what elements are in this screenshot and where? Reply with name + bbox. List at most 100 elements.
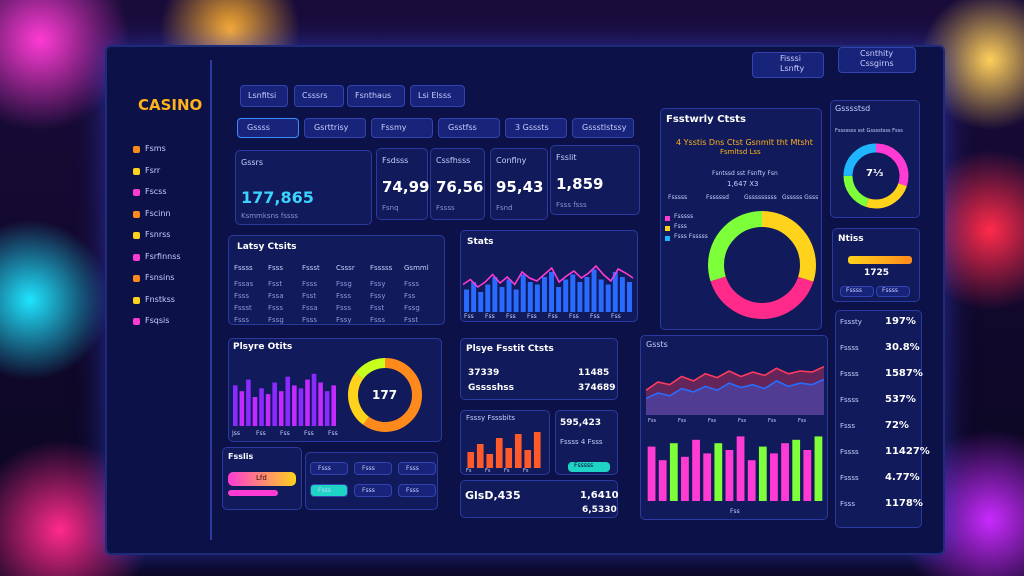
bar — [471, 282, 477, 312]
kpi-label: Fsdsss — [382, 156, 409, 165]
ranking-label: Fssss — [840, 370, 859, 378]
control-button[interactable] — [398, 462, 436, 475]
top-button[interactable] — [752, 52, 824, 78]
legend-item: Fsss Fsssss — [674, 233, 708, 240]
kpi-label: Fsslit — [556, 153, 577, 162]
control-button[interactable] — [354, 484, 392, 497]
control-button-label: Fsss — [318, 487, 331, 494]
corner-donut — [843, 143, 909, 209]
bar — [714, 443, 723, 501]
donut-segment — [843, 143, 909, 209]
ranking-label: Fssss — [840, 448, 859, 456]
top-tab[interactable] — [294, 85, 344, 107]
donut-segment — [348, 358, 422, 432]
sub-tab-label: Fssmy — [381, 123, 407, 132]
bar — [814, 436, 823, 501]
bar — [524, 450, 532, 468]
bar — [331, 385, 337, 426]
side-button[interactable] — [568, 462, 610, 472]
control-button[interactable] — [354, 462, 392, 475]
bar — [647, 446, 656, 501]
table-header: Fsss — [268, 264, 283, 272]
sub-tab[interactable] — [505, 118, 567, 138]
donut-segment — [708, 211, 816, 319]
kpi-card — [235, 150, 372, 225]
bar — [324, 391, 330, 426]
card-title: Gssts — [646, 340, 668, 349]
bar — [563, 279, 569, 312]
x-tick-label: Fs — [466, 468, 472, 474]
control-button[interactable] — [310, 484, 348, 497]
profit-cell: 37339 — [468, 368, 500, 378]
nav-icon — [133, 253, 140, 261]
kpi-sub: Fssss — [436, 204, 455, 212]
bar — [246, 379, 251, 426]
bar — [285, 376, 291, 426]
nav-icon — [133, 275, 140, 282]
sub-tab[interactable] — [237, 118, 299, 138]
line — [645, 365, 825, 391]
kpi-value: 177,865 — [241, 188, 314, 207]
x-tick-label: Fss — [738, 418, 747, 424]
table-cell: Fsst — [268, 280, 283, 288]
sub-tab[interactable] — [304, 118, 366, 138]
ranking-value: 537% — [885, 394, 916, 405]
top-tab[interactable] — [240, 85, 288, 107]
table-cell: Fsss — [234, 292, 249, 300]
notes-button-label: Fssss — [882, 287, 898, 294]
sub-tab[interactable] — [572, 118, 634, 138]
kpi-label: Gssrs — [241, 158, 263, 167]
card-title: Fsslis — [228, 452, 254, 461]
kpi-card — [430, 148, 485, 220]
gross-value: 1,6410 — [580, 490, 619, 501]
bar — [495, 438, 503, 468]
ranking-label: Fssss — [840, 396, 859, 404]
sub-tab-label: Gsrttrisy — [314, 123, 349, 132]
bar — [514, 434, 522, 468]
sub-tab[interactable] — [371, 118, 433, 138]
control-button-label: Fsss — [318, 465, 331, 472]
bar — [305, 379, 310, 426]
top-tab[interactable] — [410, 85, 465, 107]
bar — [570, 274, 576, 312]
kpi-sub: Fsnd — [496, 204, 513, 212]
kpi-card — [376, 148, 428, 220]
table-cell: Fssg — [336, 280, 352, 288]
top-button-label: Fisssi Lsnfty — [780, 54, 805, 73]
nav-item: Fsrfinnss — [145, 251, 181, 261]
kpi-sub: Fsss fsss — [556, 201, 587, 209]
legend-item: Gsssss Gsss — [782, 194, 819, 201]
top-tab[interactable] — [347, 85, 405, 107]
x-tick-label: Fss — [678, 418, 687, 424]
bar — [803, 450, 812, 501]
donut-label: 7⅓ — [866, 168, 884, 179]
notes-button[interactable] — [840, 286, 874, 297]
profit-cell: 374689 — [578, 383, 616, 393]
top-button[interactable] — [838, 47, 916, 73]
control-button[interactable] — [398, 484, 436, 497]
notes-button-label: Fssss — [846, 287, 862, 294]
nav-item: Fsnrss — [145, 230, 171, 239]
control-button-label: Fsss — [362, 465, 375, 472]
top-tab-label: Fsnthaus — [355, 91, 392, 100]
notes-button[interactable] — [876, 286, 910, 297]
sub-tab[interactable] — [438, 118, 500, 138]
table-cell: Fssg — [404, 304, 420, 312]
sub-tab-label: 3 Gsssts — [515, 123, 549, 132]
bar — [232, 385, 238, 426]
table-cell: Fsss — [336, 304, 351, 312]
kpi-card — [550, 145, 640, 215]
table-cell: Fssa — [268, 292, 284, 300]
nav-item: Fsms — [145, 144, 166, 153]
controls-card — [305, 452, 438, 510]
bar — [527, 282, 533, 312]
side-button-label: Fsssss — [574, 462, 594, 469]
control-button[interactable] — [310, 462, 348, 475]
kpi-sub: Ksmmksns fssss — [241, 212, 298, 220]
bar — [278, 391, 284, 426]
x-tick-label: Fss — [304, 430, 314, 437]
featured-value: 1,647 X3 — [727, 180, 759, 188]
nav-icon — [133, 232, 140, 239]
bar — [605, 284, 611, 312]
bar — [747, 460, 756, 501]
